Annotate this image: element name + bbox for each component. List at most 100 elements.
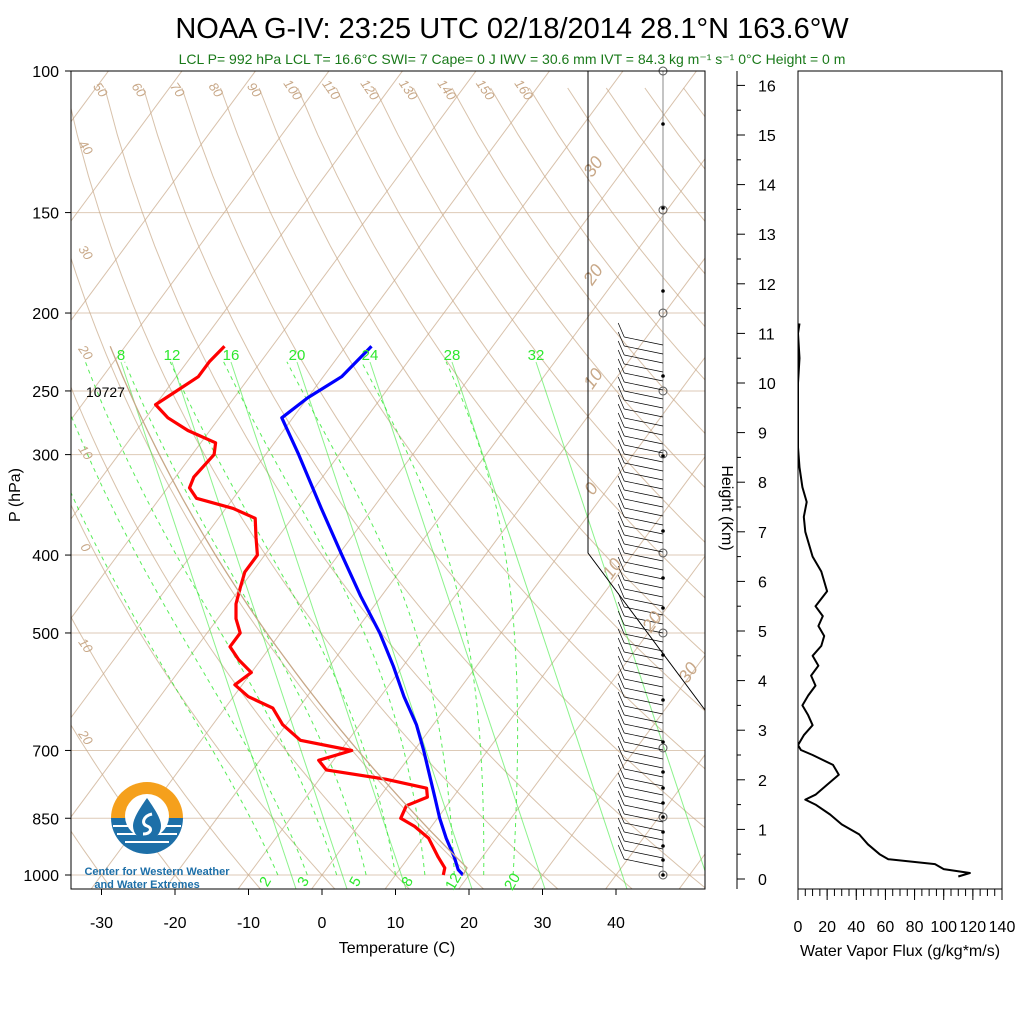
dry-adiabat-label: 150 bbox=[473, 77, 498, 104]
y-axis-label: P (hPa) bbox=[7, 468, 24, 522]
barb-station-dot bbox=[661, 206, 665, 210]
barb-station-dot bbox=[661, 873, 665, 877]
wind-barb-shaft bbox=[624, 670, 663, 678]
wind-barb-shaft bbox=[624, 805, 663, 813]
flux-plot bbox=[798, 324, 970, 877]
height-tick-label: 11 bbox=[758, 326, 775, 343]
wind-scale-label: 10 bbox=[579, 365, 607, 393]
wind-barb-shaft bbox=[624, 427, 663, 435]
mixing-ratio-line bbox=[231, 362, 406, 889]
wind-barb-shaft bbox=[624, 823, 663, 831]
height-axis-label: Height (Km) bbox=[718, 465, 735, 550]
height-tick-label: 5 bbox=[758, 624, 767, 641]
pressure-tick-label: 850 bbox=[32, 811, 59, 828]
isotherm-line bbox=[0, 53, 342, 892]
wind-barb-shaft bbox=[624, 778, 663, 786]
isotherm-line bbox=[456, 53, 1024, 892]
barb-station-dot bbox=[661, 858, 665, 862]
barb-station-dot bbox=[661, 122, 665, 126]
dry-adiabat-label: 50 bbox=[90, 79, 111, 100]
wind-barb-shaft bbox=[624, 787, 663, 795]
moist-adiabat-line bbox=[446, 362, 517, 875]
pressure-tick-label: 250 bbox=[32, 384, 59, 401]
barb-station-dot bbox=[661, 529, 665, 533]
wind-barb-shaft bbox=[624, 526, 663, 534]
wind-barb-shaft bbox=[624, 382, 663, 390]
flux-frame bbox=[798, 71, 1002, 889]
isotherm-label-left: 20 bbox=[75, 726, 97, 748]
mixing-ratio-label-top: 24 bbox=[362, 347, 379, 364]
dry-adiabat-label: 120 bbox=[358, 77, 383, 104]
temp-tick-label: 30 bbox=[534, 915, 552, 932]
mixing-ratio-label-bottom: 3 bbox=[294, 874, 313, 890]
temp-tick-label: 20 bbox=[460, 915, 478, 932]
height-tick-label: 12 bbox=[758, 277, 776, 294]
wind-barb-shaft bbox=[624, 508, 663, 516]
wind-scale-label: 30 bbox=[579, 153, 607, 181]
wind-scale-label: 20 bbox=[579, 261, 607, 290]
pressure-tick-label: 100 bbox=[32, 64, 59, 81]
moist-adiabat-line bbox=[51, 362, 308, 875]
isotherm-line bbox=[750, 53, 1024, 892]
height-tick-label: 14 bbox=[758, 178, 776, 195]
wind-barb-shaft bbox=[624, 760, 663, 768]
logo-text-line1: Center for Western Weather bbox=[84, 866, 230, 878]
pressure-tick-label: 500 bbox=[32, 626, 59, 643]
mixing-ratio-line bbox=[370, 362, 545, 889]
wind-scale-label: 30 bbox=[674, 659, 702, 687]
dry-adiabat-label: 100 bbox=[281, 77, 306, 104]
isotherm-line bbox=[0, 53, 195, 892]
barb-station-dot bbox=[661, 815, 665, 819]
height-tick-label: 6 bbox=[758, 574, 767, 591]
wind-barb-shaft bbox=[624, 562, 663, 570]
barb-station-dot bbox=[661, 698, 665, 702]
height-tick-label: 15 bbox=[758, 128, 776, 145]
mixing-ratio-label-bottom: 5 bbox=[346, 874, 365, 890]
skewt-background bbox=[0, 53, 1024, 892]
wind-barb-shaft bbox=[624, 751, 663, 759]
flux-tick-label: 0 bbox=[794, 919, 803, 936]
wind-barb-shaft bbox=[624, 580, 663, 588]
wind-barb-shaft bbox=[624, 733, 663, 741]
mixing-ratio-label-top: 20 bbox=[289, 347, 306, 364]
isotherm-line bbox=[0, 53, 269, 892]
isotherm-label-left: 30 bbox=[75, 242, 96, 263]
height-tick-label: 13 bbox=[758, 227, 776, 244]
barb-station-dot bbox=[661, 454, 665, 458]
wind-barb-shaft bbox=[624, 706, 663, 714]
isotherm-line bbox=[0, 53, 563, 892]
height-tick-label: 4 bbox=[758, 674, 767, 691]
mixing-ratio-label-top: 32 bbox=[528, 347, 545, 364]
mixing-ratio-line bbox=[297, 362, 472, 889]
pressure-tick-label: 700 bbox=[32, 743, 59, 760]
isotherm-line bbox=[383, 53, 1004, 892]
mixing-ratio-line bbox=[172, 362, 347, 889]
barb-station-dot bbox=[661, 289, 665, 293]
height-tick-label: 2 bbox=[758, 773, 767, 790]
height-tick-label: 9 bbox=[758, 426, 767, 443]
barb-station-dot bbox=[661, 801, 665, 805]
temperature-profile-line bbox=[282, 346, 463, 875]
dry-adiabat-label: 110 bbox=[319, 77, 344, 103]
mixing-ratio-label-top: 8 bbox=[117, 347, 125, 364]
isotherm-line bbox=[603, 53, 1024, 892]
mixing-ratio-line bbox=[536, 362, 711, 889]
temp-tick-label: -30 bbox=[90, 915, 113, 932]
wind-barb-shaft bbox=[624, 373, 663, 381]
wind-barb-shaft bbox=[624, 553, 663, 561]
lifted-annotation: 10727 bbox=[86, 384, 125, 400]
wind-barb-shaft bbox=[624, 643, 663, 651]
wind-barb-shaft bbox=[624, 715, 663, 723]
temp-tick-label: -20 bbox=[163, 915, 186, 932]
flux-tick-label: 100 bbox=[930, 919, 957, 936]
isotherm-label-left: 20 bbox=[75, 341, 97, 363]
temp-tick-label: -10 bbox=[237, 915, 260, 932]
wind-barb-shaft bbox=[624, 661, 663, 669]
height-tick-label: 16 bbox=[758, 78, 776, 95]
temp-tick-label: 0 bbox=[318, 915, 327, 932]
dry-adiabat-label: 140 bbox=[435, 77, 460, 104]
wind-scale-label: 10 bbox=[598, 555, 626, 583]
wind-barb-shaft bbox=[624, 337, 663, 345]
wind-barb-shaft bbox=[624, 544, 663, 552]
